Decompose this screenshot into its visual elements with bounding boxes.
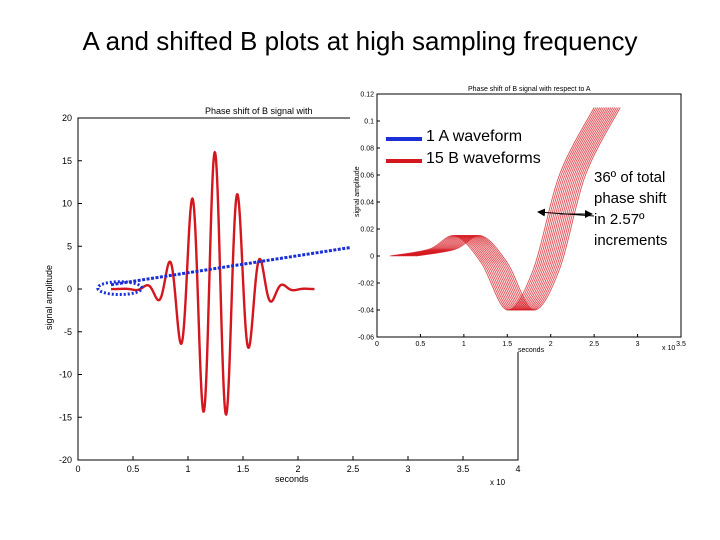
- right-series-b-line: [397, 107, 603, 311]
- left-y-tick-label: -15: [59, 412, 72, 422]
- annotation-line: increments: [594, 232, 668, 249]
- right-y-tick-label: 0.12: [360, 92, 374, 99]
- left-x-tick-label: 4: [515, 464, 520, 474]
- right-series-b-line: [414, 107, 619, 311]
- left-series-a-line: [110, 245, 354, 287]
- left-y-tick-label: 15: [62, 156, 72, 166]
- left-y-tick-label: -20: [59, 455, 72, 465]
- left-title: Phase shift of B signal with: [205, 106, 313, 116]
- right-series-b-line: [416, 107, 621, 311]
- left-y-tick-label: -10: [59, 370, 72, 380]
- right-y-tick-label: 0.04: [360, 200, 374, 207]
- right-series-b-line: [395, 107, 601, 311]
- right-x-tick-label: 3: [636, 341, 640, 348]
- right-x-tick-label: 1: [462, 341, 466, 348]
- legend-label-a: 1 A waveform: [426, 128, 523, 145]
- legend-item-a: 1 A waveform: [380, 128, 556, 148]
- right-x-tick-label: 2.5: [589, 341, 599, 348]
- left-x-tick-label: 0.5: [127, 464, 140, 474]
- annotation-line: 36º of total: [594, 169, 666, 186]
- right-y-tick-label: 0.1: [364, 119, 374, 126]
- left-x-tick-label: 0: [75, 464, 80, 474]
- legend: 1 A waveform 15 B waveforms: [380, 126, 556, 178]
- right-series-b-line: [406, 107, 612, 311]
- phase-annotation: 36º of total phase shift in 2.57º increm…: [594, 167, 667, 251]
- right-series-b-line: [408, 107, 614, 311]
- right-y-tick-label: 0: [370, 254, 374, 261]
- right-y-tick-label: 0.02: [360, 227, 374, 234]
- left-y-tick-label: 5: [67, 241, 72, 251]
- right-series-b-line: [389, 107, 595, 311]
- right-series-b-line: [399, 107, 604, 311]
- left-x-tick-label: 1.5: [237, 464, 250, 474]
- left-y-tick-label: 0: [67, 284, 72, 294]
- legend-item-b: 15 B waveforms: [380, 150, 556, 170]
- right-multiplier: x 10: [662, 345, 675, 352]
- annotation-line: in 2.57º: [594, 211, 645, 228]
- right-series-b-line: [410, 107, 616, 311]
- right-series-b-line: [404, 107, 610, 311]
- left-y-tick-label: -5: [64, 327, 72, 337]
- left-x-tick-label: 2.5: [347, 464, 360, 474]
- right-xlabel: seconds: [518, 347, 545, 352]
- left-x-tick-label: 3.5: [457, 464, 470, 474]
- left-x-tick-label: 2: [295, 464, 300, 474]
- annotation-line: phase shift: [594, 190, 667, 207]
- right-series-b-line: [412, 107, 617, 311]
- legend-label-b: 15 B waveforms: [426, 150, 541, 167]
- left-ylabel: signal amplitude: [44, 265, 54, 330]
- right-x-tick-label: 3.5: [676, 341, 686, 348]
- legend-swatch-b: [386, 159, 422, 163]
- right-series-b-line: [393, 107, 599, 311]
- legend-swatch-a: [386, 137, 422, 141]
- left-y-tick-label: 10: [62, 199, 72, 209]
- right-y-tick-label: -0.06: [358, 335, 374, 342]
- right-series-b-line: [401, 107, 606, 311]
- right-y-tick-label: 0.08: [360, 146, 374, 153]
- right-x-tick-label: 0.5: [416, 341, 426, 348]
- left-series-b-line: [110, 150, 315, 417]
- right-x-tick-label: 2: [549, 341, 553, 348]
- right-series-b-line: [402, 107, 608, 311]
- left-multiplier: x 10: [490, 478, 506, 487]
- left-xlabel: seconds: [275, 474, 309, 484]
- left-x-tick-label: 3: [405, 464, 410, 474]
- left-y-tick-label: 20: [62, 113, 72, 123]
- right-ylabel: signal amplitude: [354, 166, 361, 217]
- right-y-tick-label: -0.04: [358, 308, 374, 315]
- slide-title: A and shifted B plots at high sampling f…: [82, 26, 638, 56]
- right-y-tick-label: -0.02: [358, 281, 374, 288]
- left-x-tick-label: 1: [185, 464, 190, 474]
- right-x-tick-label: 1.5: [502, 341, 512, 348]
- right-series-b-line: [391, 107, 597, 311]
- right-x-tick-label: 0: [375, 341, 379, 348]
- right-y-tick-label: 0.06: [360, 173, 374, 180]
- right-title: Phase shift of B signal with respect to …: [468, 86, 591, 93]
